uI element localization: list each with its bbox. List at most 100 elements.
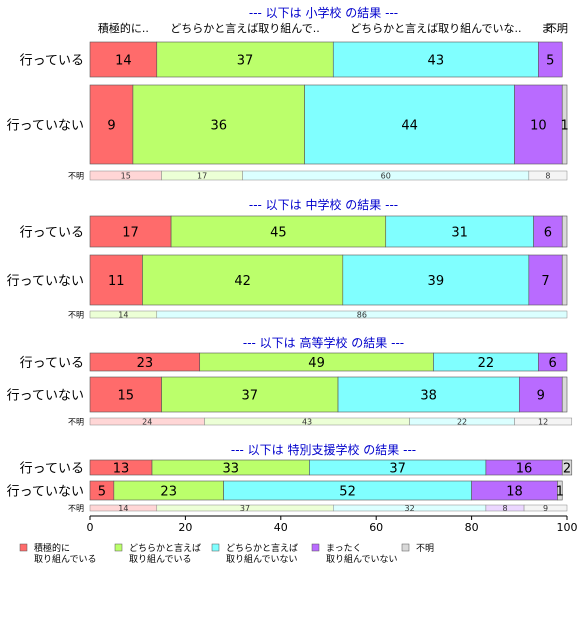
bar-segment [142,254,344,306]
bar-data-label: 37 [389,462,406,477]
category-header: ま.. [541,22,559,35]
bar-row-label: 行っている [20,356,84,371]
bar-segment [342,254,530,306]
group-title: --- 以下は 小学校 の結果 --- [249,5,398,20]
group-title: --- 以下は 高等学校 の結果 --- [243,335,404,350]
unknown-data-label: 17 [197,172,207,181]
unknown-data-label: 14 [118,504,128,513]
bar-row-label: 行っていない [7,389,84,404]
bar-data-label: 14 [115,54,132,69]
bar-segment [561,84,568,165]
unknown-row-label: 不明 [68,311,84,320]
unknown-data-label: 22 [457,418,467,427]
legend-swatch [211,543,220,552]
bar-data-label: 36 [211,119,228,134]
bar-data-label: 2 [563,462,571,477]
bar-segment [557,480,563,501]
x-tick-label: 20 [178,521,192,534]
bar-data-label: 5 [546,54,554,69]
bar-segment [528,254,563,306]
unknown-segment [523,504,568,512]
bar-data-label: 45 [270,226,287,241]
bar-data-label: 22 [478,356,495,371]
bar-data-label: 23 [160,485,177,500]
unknown-data-label: 9 [543,504,548,513]
bar-segment [156,41,334,78]
unknown-data-label: 14 [118,311,128,320]
bar-segment [561,459,573,476]
bar-data-label: 17 [122,226,139,241]
legend-label: まったく [326,543,362,554]
group-title: --- 以下は 中学校 の結果 --- [249,197,398,212]
bar-segment [161,376,339,413]
bar-row-label: 行っている [20,226,84,241]
unknown-data-label: 60 [381,172,391,181]
unknown-segment [514,417,573,426]
bar-data-label: 9 [537,389,545,404]
x-tick-label: 0 [87,521,94,534]
bar-segment [132,84,305,165]
bar-data-label: 1 [560,119,568,134]
bar-data-label: 18 [506,485,523,500]
legend-swatch [311,543,320,552]
bar-row-label: 行っていない [7,119,84,134]
x-tick-label: 80 [465,521,479,534]
unknown-data-label: 15 [121,172,131,181]
bar-data-label: 6 [544,226,552,241]
bar-data-label: 9 [107,119,115,134]
bar-data-label: 33 [222,462,239,477]
legend-swatch [114,543,123,552]
unknown-data-label: 37 [240,504,250,513]
x-tick-label: 40 [274,521,288,534]
bar-row-label: 行っていない [7,274,84,289]
bar-data-label: 16 [516,462,533,477]
category-header: どちらかと言えば取り組んで.. [170,22,319,35]
unknown-data-label: 12 [538,418,548,427]
bar-segment [561,215,568,248]
legend-label: どちらかと言えば [129,542,201,554]
legend-label: 取り組んでいる [129,553,192,565]
bar-segment [385,215,534,248]
bar-data-label: 15 [118,389,135,404]
unknown-data-label: 8 [502,504,507,513]
legend-label: 不明 [416,543,434,554]
x-tick-label: 60 [369,521,383,534]
legend-label: 取り組んでいない [326,553,398,565]
bar-segment [561,376,568,413]
legend-label: どちらかと言えば [226,542,298,554]
bar-data-label: 10 [530,119,547,134]
bar-segment [89,376,162,413]
x-tick-label: 100 [557,521,578,534]
legend-swatch [19,543,28,552]
unknown-segment [156,310,568,319]
legend-swatch [401,543,410,552]
category-header: 積極的に.. [98,21,149,35]
bar-data-label: 7 [541,274,549,289]
bar-segment [538,352,568,372]
unknown-row-label: 不明 [68,504,84,513]
bar-data-label: 52 [339,485,356,500]
category-header: 不明 [546,22,568,35]
unknown-row-label: 不明 [68,172,84,181]
bar-data-label: 11 [108,274,125,289]
bar-data-label: 37 [237,54,254,69]
bar-segment [533,215,563,248]
bar-data-label: 1 [556,485,564,500]
unknown-data-label: 86 [357,311,367,320]
bar-row-label: 行っている [20,462,84,477]
bar-segment [337,376,520,413]
bar-data-label: 38 [420,389,437,404]
legend-label: 取り組んでいる [34,553,97,565]
legend-label: 取り組んでいない [226,553,298,565]
bar-data-label: 49 [308,356,325,371]
legend-label: 積極的に [34,542,70,554]
bar-data-label: 6 [549,356,557,371]
bar-data-label: 43 [428,54,445,69]
bar-segment [304,84,515,165]
bar-data-label: 31 [451,226,468,241]
bar-segment [561,254,568,306]
bar-segment [89,84,134,165]
bar-row-label: 行っている [20,54,84,69]
bar-segment [170,215,387,248]
